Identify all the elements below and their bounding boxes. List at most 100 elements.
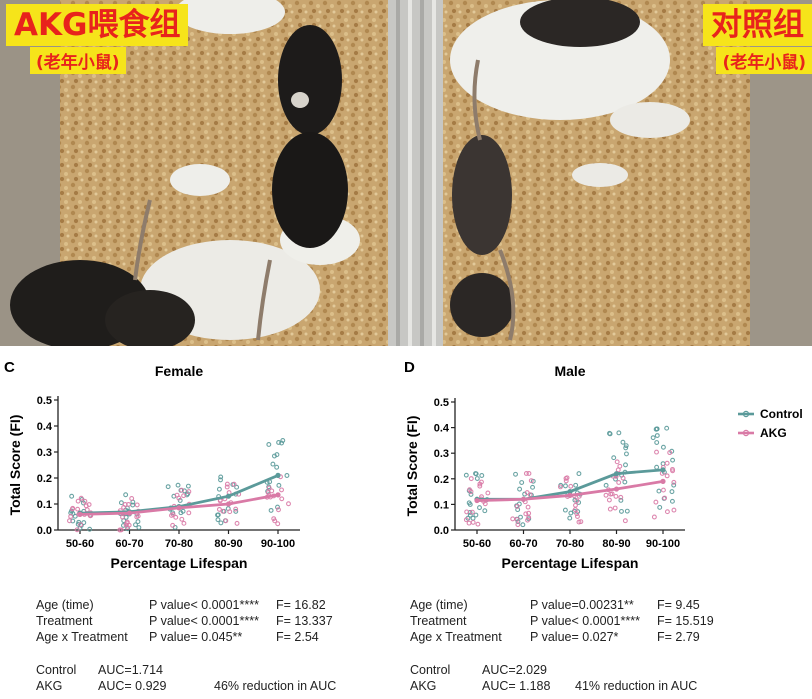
mean-point-control	[225, 493, 232, 499]
individual-point	[463, 472, 469, 478]
individual-point	[576, 471, 582, 477]
individual-point	[482, 501, 488, 507]
stats-f-value: F= 2.79	[657, 630, 700, 644]
individual-point	[279, 496, 285, 502]
individual-point	[479, 473, 485, 478]
y-tick-label: 0.3	[434, 448, 449, 460]
individual-point	[224, 484, 230, 490]
individual-point	[215, 512, 220, 518]
individual-point	[218, 477, 223, 483]
y-tick-label: 0.0	[434, 525, 449, 537]
individual-point	[527, 492, 533, 498]
individual-point	[611, 455, 617, 461]
individual-point	[175, 482, 181, 488]
individual-point	[124, 520, 130, 526]
mean-point-akg	[275, 492, 281, 498]
akg-group-sublabel: (老年小鼠)	[30, 47, 126, 74]
female-stats: Age (time) P value< 0.0001**** F= 16.82 …	[36, 597, 396, 645]
individual-point	[608, 491, 614, 497]
individual-point	[75, 498, 81, 504]
individual-point	[82, 498, 88, 504]
individual-point	[74, 527, 80, 533]
y-tick-label: 0.0	[37, 525, 52, 537]
individual-point	[170, 522, 176, 528]
individual-point	[670, 457, 676, 463]
individual-point	[78, 495, 84, 501]
individual-point	[279, 487, 284, 493]
individual-point	[574, 498, 580, 504]
individual-point	[523, 471, 529, 476]
individual-point	[165, 484, 171, 490]
individual-point	[269, 488, 275, 494]
individual-point	[518, 514, 523, 520]
mean-point-akg	[613, 486, 620, 492]
y-tick-label: 0.2	[434, 474, 449, 486]
individual-point	[178, 510, 184, 516]
stats-label: Age x Treatment	[36, 630, 128, 644]
x-axis-label: Percentage Lifespan	[502, 555, 639, 571]
individual-point	[664, 509, 670, 515]
individual-point	[463, 517, 469, 523]
individual-point	[467, 502, 473, 507]
individual-point	[616, 430, 622, 436]
individual-point	[563, 483, 568, 489]
individual-point	[174, 492, 180, 498]
individual-point	[216, 506, 222, 512]
auc-value: AUC=1.714	[98, 663, 163, 677]
individual-point	[660, 487, 666, 493]
individual-point	[572, 507, 578, 513]
individual-point	[468, 491, 474, 497]
individual-point	[123, 492, 129, 498]
mean-point-akg	[567, 492, 573, 499]
individual-point	[120, 522, 126, 528]
auc-label: Control	[410, 663, 451, 677]
individual-point	[562, 507, 568, 513]
individual-point	[218, 520, 224, 526]
individual-point	[179, 487, 185, 493]
legend-label-akg: AKG	[760, 426, 787, 440]
individual-point	[654, 464, 660, 470]
panel-letter: C	[4, 359, 15, 376]
individual-point	[216, 486, 222, 492]
individual-point	[473, 471, 478, 476]
individual-point	[477, 505, 482, 511]
individual-point	[227, 509, 233, 515]
legend-label-control: Control	[760, 407, 803, 421]
individual-point	[233, 508, 239, 514]
individual-point	[622, 479, 628, 485]
akg-group-label: AKG喂食组	[6, 4, 189, 46]
individual-point	[477, 481, 483, 487]
individual-point	[622, 518, 628, 524]
individual-point	[530, 484, 536, 490]
x-tick-label: 50-60	[66, 538, 94, 550]
individual-point	[654, 433, 660, 438]
individual-point	[574, 511, 580, 517]
individual-point	[624, 508, 630, 514]
individual-point	[70, 505, 76, 511]
individual-point	[470, 519, 476, 525]
individual-point	[573, 502, 578, 508]
individual-point	[279, 440, 285, 446]
individual-point	[515, 522, 521, 528]
individual-point	[656, 488, 662, 494]
x-tick-label: 70-80	[556, 538, 584, 550]
auc-row-control: Control AUC=1.714	[36, 662, 396, 678]
individual-point	[286, 501, 291, 507]
individual-point	[271, 516, 277, 522]
mean-point-akg	[176, 505, 182, 511]
auc-label: AKG	[410, 679, 437, 693]
stats-label: Age (time)	[36, 598, 94, 612]
stats-f-value: F= 15.519	[657, 614, 714, 628]
stats-p-value: P value< 0.0001****	[530, 614, 640, 628]
individual-point	[274, 464, 280, 470]
individual-point	[464, 509, 470, 515]
individual-point	[617, 463, 623, 469]
auc-row-akg: AKG AUC= 0.929 46% reduction in AUC	[36, 678, 396, 694]
female-auc: Control AUC=1.714 AKG AUC= 0.929 46% red…	[36, 662, 396, 694]
control-group-sublabel: (老年小鼠)	[716, 47, 812, 74]
individual-point	[72, 513, 78, 519]
individual-point	[603, 482, 609, 488]
individual-point	[657, 504, 663, 510]
individual-point	[613, 476, 618, 482]
individual-point	[653, 499, 659, 505]
